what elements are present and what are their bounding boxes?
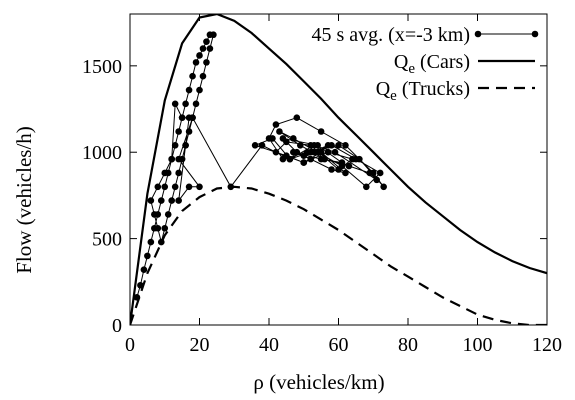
data-point [290,148,297,156]
data-point [175,169,182,177]
data-point [192,100,200,108]
data-point [185,86,193,94]
x-tick-label: 20 [190,334,210,356]
data-point [363,183,370,191]
data-point [171,100,179,108]
legend-label-2: Qe (Trucks) [376,78,470,104]
data-point [380,183,387,191]
data-point [154,224,162,232]
x-tick-label: 60 [329,334,349,356]
data-point [331,148,339,156]
data-point [196,86,203,94]
data-point [189,72,196,80]
data-point [175,128,182,135]
y-tick-label: 1500 [82,56,122,78]
data-point [189,114,196,121]
data-point [185,183,193,191]
data-point [376,169,384,177]
data-point [151,211,158,218]
data-point [144,252,151,260]
x-tick-label: 100 [463,334,493,356]
data-point [206,45,214,52]
data-point [366,169,374,177]
data-point [300,152,308,159]
data-point [196,52,203,59]
data-point [335,166,342,173]
data-point [161,224,169,232]
data-point [154,183,162,191]
x-tick-label: 40 [259,334,279,356]
data-point [182,100,189,108]
data-point [199,72,207,80]
data-point [272,148,280,156]
legend-marker [474,30,482,38]
legend-marker [531,30,539,38]
data-point [178,114,186,121]
data-point [272,121,280,128]
axes: 0 20 40 60 80 100 120 0 500 1000 1500 [82,13,562,356]
data-point [164,211,172,218]
data-point [307,155,315,163]
legend-label-0: 45 s avg. (x=-3 km) [312,24,470,46]
data-point [345,162,353,170]
data-point [293,114,301,121]
data-point [168,197,175,204]
data-point [251,142,259,149]
data-point [196,183,203,191]
series-line-2 [130,185,547,325]
data-point [199,45,207,52]
data-point [175,155,182,163]
data-point [157,197,165,204]
data-point [147,197,155,204]
data-point [258,142,266,149]
data-point [279,135,287,142]
data-point [349,155,356,163]
x-axis-label: ρ (vehicles/km) [253,370,384,394]
data-point [171,183,179,191]
data-point [171,142,179,149]
data-point [373,176,381,184]
x-tick-label: 120 [532,334,562,356]
data-point [328,166,335,173]
y-axis-label: Flow (vehicles/h) [12,126,36,274]
data-point [300,159,308,166]
data-point [276,128,283,135]
data-point [161,183,169,191]
data-point [314,142,321,149]
data-point [192,59,200,66]
data-point [342,142,349,149]
data-point [203,59,210,66]
y-tick-label: 1000 [82,142,122,164]
data-point [175,197,182,204]
y-tick-label: 0 [112,315,122,337]
data-point [317,155,325,163]
data-point [161,169,169,177]
data-point [290,135,297,142]
x-tick-label: 0 [125,334,135,356]
data-point [147,238,155,246]
data-point [335,142,342,149]
data-point [324,148,332,156]
data-point [317,128,325,135]
data-point [296,142,304,149]
legend: 45 s avg. (x=-3 km) Qe (Cars)Qe (Trucks) [312,24,539,104]
x-tick-label: 80 [398,334,418,356]
data-point [168,155,175,163]
data-point [283,152,290,159]
data-point [342,169,349,177]
data-point [307,142,315,149]
y-tick-label: 500 [92,229,122,251]
legend-label-1: Qe (Cars) [394,51,470,77]
data-point [317,148,325,156]
data-point [182,142,189,149]
data-point [185,128,193,135]
data-point [203,38,210,45]
data-point [140,266,148,274]
data-point [310,148,318,156]
data-point [324,142,332,149]
data-point [269,135,276,142]
data-point [338,159,346,166]
data-point [210,31,217,39]
